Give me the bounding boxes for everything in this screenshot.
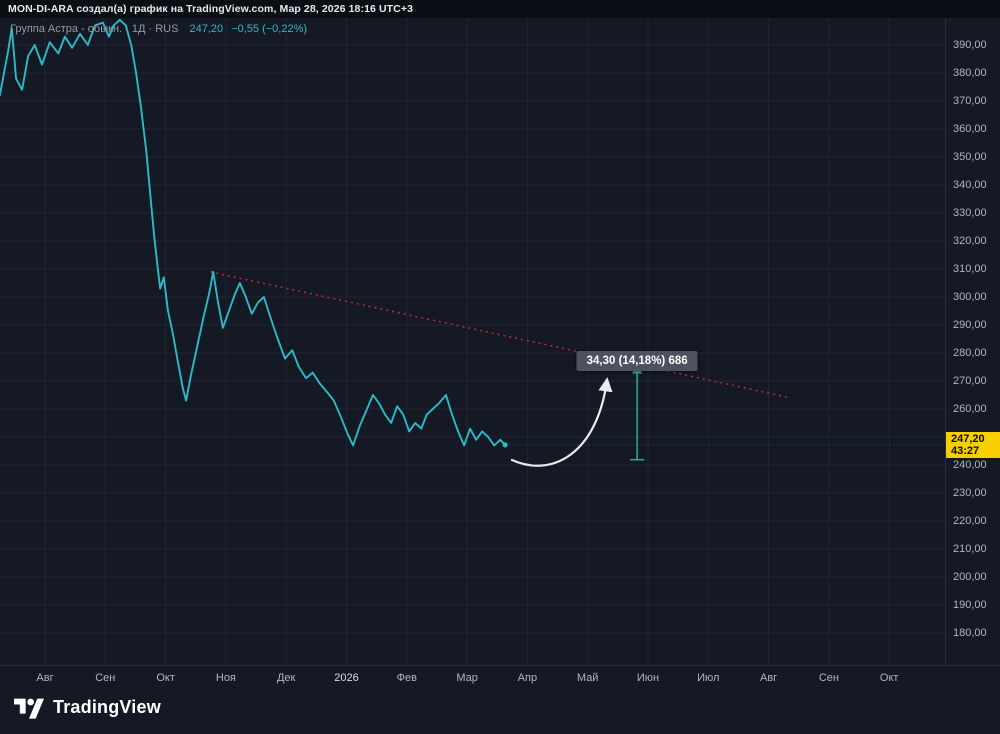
time-tick-label: Дек — [276, 672, 296, 684]
last-price-dot — [502, 442, 508, 448]
price-tick-label: 380,00 — [953, 67, 987, 79]
time-tick-label: Июн — [636, 672, 660, 684]
price-chart-canvas[interactable] — [0, 18, 945, 665]
grid-lines — [0, 18, 945, 665]
price-axis[interactable]: 247,20 43:27 390,00 380,00 370,00 360,00 350… — [945, 18, 1000, 665]
time-tick-label: Ноя — [215, 672, 236, 684]
attribution-text: MON-DI-ARA создал(а) график на TradingVi… — [8, 3, 414, 15]
current-price-axis-value: 247,20 — [951, 432, 985, 445]
price-tick-label: 330,00 — [953, 207, 987, 219]
symbol-title: Группа Астра - обыкн. · 1Д · RUS — [10, 23, 179, 35]
tradingview-logo-icon[interactable] — [14, 695, 44, 719]
price-tick-label: 310,00 — [953, 263, 987, 275]
price-tick-label: 230,00 — [953, 487, 987, 499]
price-change-value: −0,55 (−0,22%) — [231, 23, 308, 35]
price-tick-label: 200,00 — [953, 571, 987, 583]
time-tick-label: Фев — [396, 672, 417, 684]
bar-close-countdown: 43:27 — [951, 444, 980, 457]
time-tick-label: Мар — [456, 672, 478, 684]
time-tick-label: Сен — [818, 672, 839, 684]
time-tick-label: Май — [576, 672, 599, 684]
price-tick-label: 320,00 — [953, 235, 987, 247]
time-tick-label: Окт — [156, 672, 175, 684]
current-price-badge: 247,20 43:27 — [946, 431, 1000, 458]
tradingview-wordmark[interactable]: TradingView — [53, 696, 161, 717]
range-measure-label: 34,30 (14,18%) 686 — [576, 350, 698, 371]
time-tick-label: Авг — [36, 672, 54, 684]
price-tick-label: 210,00 — [953, 543, 987, 555]
footer-branding: TradingView — [14, 695, 161, 719]
price-tick-label: 350,00 — [953, 151, 987, 163]
time-tick-label: 2026 — [334, 672, 359, 684]
price-tick-label: 300,00 — [953, 291, 987, 303]
time-axis[interactable]: Авг Сен Окт Ноя Дек 2026 Фев Мар Апр Май Июн Июл Авг… — [0, 665, 1000, 691]
time-tick-label: Авг — [759, 672, 778, 684]
price-tick-label: 240,00 — [953, 459, 987, 471]
trendline-drawing[interactable] — [210, 271, 791, 399]
price-tick-label: 360,00 — [953, 123, 987, 135]
price-tick-label: 370,00 — [953, 95, 987, 107]
price-tick-label: 340,00 — [953, 179, 987, 191]
price-tick-label: 180,00 — [953, 627, 987, 639]
time-tick-label: Июл — [697, 672, 720, 684]
price-line-series — [0, 18, 507, 447]
price-tick-label: 270,00 — [953, 375, 987, 387]
price-tick-label: 190,00 — [953, 599, 987, 611]
price-tick-label: 390,00 — [953, 39, 987, 51]
chart-pane[interactable]: Группа Астра - обыкн. · 1Д · RUS 247,20 … — [0, 18, 945, 665]
attribution-bar: MON-DI-ARA создал(а) график на TradingVi… — [0, 0, 1000, 18]
price-tick-label: 290,00 — [953, 319, 987, 331]
price-tick-label: 260,00 — [953, 403, 987, 415]
time-tick-label: Апр — [517, 672, 538, 684]
price-tick-label: 220,00 — [953, 515, 987, 527]
drawn-arrow[interactable] — [510, 377, 613, 467]
last-price-value: 247,20 — [189, 23, 224, 35]
price-tick-label: 280,00 — [953, 347, 987, 359]
symbol-legend[interactable]: Группа Астра - обыкн. · 1Д · RUS 247,20 … — [10, 23, 307, 35]
time-tick-label: Окт — [879, 672, 899, 684]
time-tick-label: Сен — [95, 672, 116, 684]
